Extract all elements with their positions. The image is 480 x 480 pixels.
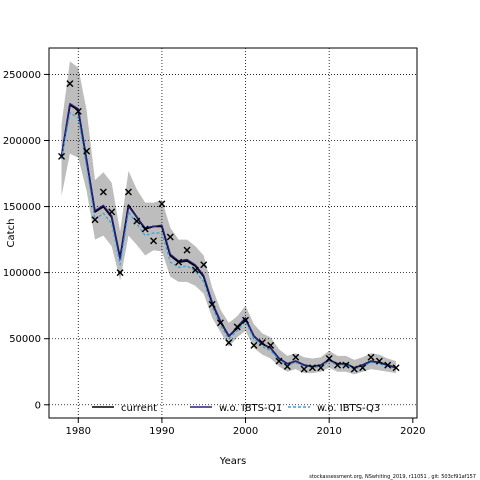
- series-line-w-o-ibts-q1: [60, 102, 397, 369]
- legend-label: current: [121, 403, 157, 414]
- observed-point: [308, 364, 316, 372]
- y-tick-label: 250000: [3, 70, 41, 81]
- confidence-band-layer: [61, 61, 397, 375]
- observed-point: [216, 319, 224, 327]
- observed-point: [275, 357, 283, 365]
- observed-point: [183, 246, 191, 254]
- observed-point: [133, 217, 141, 225]
- observed-point: [208, 300, 216, 308]
- observed-point: [91, 216, 99, 224]
- grid-layer: [49, 48, 417, 418]
- x-tick-label: 2000: [233, 426, 258, 437]
- observed-point: [74, 107, 82, 115]
- observed-point: [141, 225, 149, 233]
- observed-point: [300, 365, 308, 373]
- x-tick-label: 1980: [66, 426, 91, 437]
- observed-point: [150, 237, 158, 245]
- y-tick-label: 150000: [3, 202, 41, 213]
- series-line-w-o-ibts-q3: [60, 112, 397, 370]
- y-tick-label: 100000: [3, 268, 41, 279]
- x-tick-label: 1990: [149, 426, 174, 437]
- observed-point: [384, 361, 392, 369]
- y-tick-label: 200000: [3, 136, 41, 147]
- observed-point: [350, 365, 358, 373]
- x-tick-label: 2010: [316, 426, 341, 437]
- observed-point: [342, 361, 350, 369]
- legend: current w.o. IBTS-Q1 w.o. IBTS-Q3: [92, 403, 380, 414]
- series-layer: [60, 102, 397, 370]
- observed-point: [317, 364, 325, 372]
- observed-point: [191, 266, 199, 274]
- x-axis-label: Years: [219, 456, 246, 467]
- legend-label: w.o. IBTS-Q1: [219, 403, 282, 414]
- y-tick-label: 50000: [9, 334, 41, 345]
- observed-point: [233, 323, 241, 331]
- observed-point: [108, 208, 116, 216]
- observed-point: [367, 353, 375, 361]
- observed-point: [359, 364, 367, 372]
- observed-point: [242, 316, 250, 324]
- observed-point: [334, 361, 342, 369]
- x-tick-label: 2020: [400, 426, 425, 437]
- observed-points-layer: [58, 80, 400, 373]
- legend-label: w.o. IBTS-Q3: [317, 403, 380, 414]
- observed-point: [99, 188, 107, 196]
- y-axis-label: Catch: [6, 219, 17, 248]
- observed-point: [158, 200, 166, 208]
- observed-point: [166, 233, 174, 241]
- observed-point: [375, 357, 383, 365]
- observed-point: [325, 355, 333, 363]
- observed-point: [225, 339, 233, 347]
- confidence-band: [61, 61, 397, 375]
- observed-point: [124, 188, 132, 196]
- footer-text: stockassessment.org, NSwhiting_2019, r11…: [309, 474, 476, 480]
- observed-point: [116, 269, 124, 277]
- observed-point: [267, 341, 275, 349]
- observed-point: [292, 353, 300, 361]
- y-tick-label: 0: [35, 400, 41, 411]
- observed-point: [258, 339, 266, 347]
- observed-point: [58, 152, 66, 160]
- observed-point: [250, 341, 258, 349]
- observed-point: [283, 362, 291, 370]
- observed-point: [175, 258, 183, 266]
- observed-point: [200, 261, 208, 269]
- observed-point: [66, 80, 74, 88]
- axis-layer: 1980 1990 2000 2010 2020 0 50000 100000 150000 20…: [3, 70, 426, 437]
- observed-point: [83, 147, 91, 155]
- plot-frame: [48, 47, 418, 419]
- observed-point: [392, 364, 400, 372]
